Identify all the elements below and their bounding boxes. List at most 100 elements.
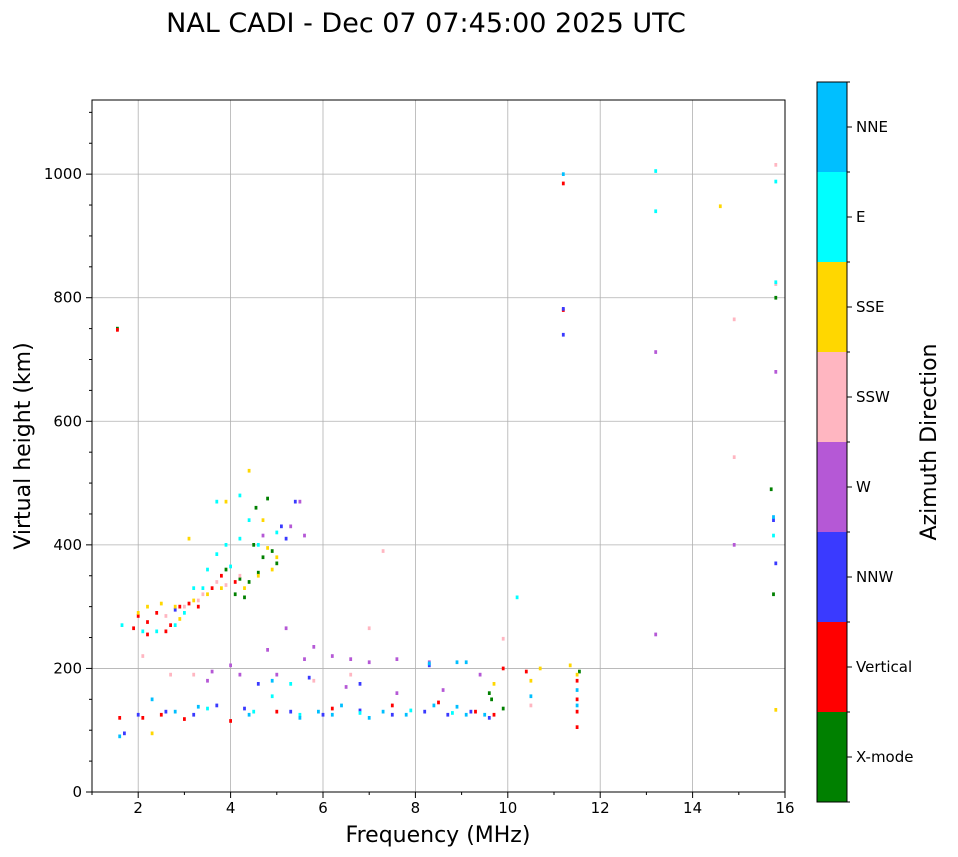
data-point-sse	[192, 598, 196, 603]
data-point-vertical	[132, 626, 135, 631]
data-point-e	[173, 623, 177, 627]
data-point-ssw	[238, 573, 242, 578]
data-point-ssw	[183, 604, 186, 609]
data-point-w	[441, 688, 445, 692]
data-point-sse	[266, 546, 269, 550]
data-point-nne	[367, 716, 371, 720]
data-point-nne	[298, 716, 302, 720]
data-point-vertical	[575, 678, 579, 683]
data-point-w	[312, 645, 316, 649]
data-point-w	[732, 543, 736, 547]
data-point-nnw	[280, 524, 283, 529]
colorbar-tick-label: X-mode	[856, 748, 913, 766]
data-point-sse	[575, 672, 579, 677]
x-tick-label: 10	[498, 799, 517, 817]
data-point-vertical	[178, 604, 182, 609]
data-point-nne	[432, 703, 436, 708]
data-point-vertical	[146, 620, 149, 624]
colorbar-tick-label: Vertical	[856, 658, 912, 676]
data-point-e	[206, 706, 209, 711]
x-tick-label: 2	[133, 799, 143, 817]
data-point-nnw	[192, 712, 196, 717]
data-point-x-mode	[243, 595, 246, 600]
data-point-e	[252, 709, 256, 714]
data-point-nne	[381, 709, 385, 714]
data-point-sse	[146, 604, 149, 609]
data-point-e	[515, 595, 519, 600]
colorbar-tick-label: NNW	[856, 568, 893, 586]
data-point-vertical	[229, 719, 232, 723]
data-point-x-mode	[769, 487, 773, 492]
data-point-w	[284, 626, 288, 631]
data-point-nnw	[173, 607, 177, 612]
data-point-nne	[464, 660, 468, 665]
data-point-ssw	[732, 455, 736, 459]
data-point-nne	[173, 709, 177, 714]
data-point-nne	[118, 734, 122, 739]
data-point-nnw	[390, 712, 394, 717]
colorbar-tick-label: SSW	[856, 388, 890, 406]
data-point-sse	[220, 586, 223, 590]
data-point-nne	[464, 712, 468, 717]
data-point-x-mode	[487, 691, 491, 695]
data-point-e	[201, 586, 205, 590]
data-point-nnw	[136, 712, 140, 717]
plot-frame	[91, 99, 786, 793]
data-point-vertical	[575, 709, 579, 714]
data-point-ssw	[381, 549, 385, 553]
data-point-e	[120, 623, 124, 627]
data-point-e	[654, 209, 658, 214]
x-tick-label: 12	[591, 799, 610, 817]
data-point-vertical	[146, 632, 149, 637]
data-point-w	[478, 672, 482, 677]
data-point-x-mode	[252, 543, 256, 547]
data-point-x-mode	[275, 561, 279, 566]
colorbar-segment-w	[817, 442, 847, 532]
colorbar-segment-ssw	[817, 352, 847, 442]
x-tick-label: 8	[411, 799, 421, 817]
data-point-vertical	[233, 580, 237, 584]
data-point-vertical	[116, 328, 119, 332]
data-point-vertical	[575, 725, 579, 729]
data-point-e	[409, 708, 413, 713]
data-point-nne	[404, 712, 408, 717]
data-point-vertical	[210, 586, 214, 590]
data-point-nnw	[427, 663, 431, 668]
data-point-nne	[330, 712, 334, 717]
colorbar-segment-nne	[817, 82, 847, 172]
data-point-w	[210, 669, 214, 674]
data-point-sse	[206, 592, 209, 597]
data-point-vertical	[524, 669, 528, 674]
data-point-vertical	[474, 709, 477, 714]
data-point-e	[229, 564, 232, 569]
data-point-sse	[159, 601, 163, 606]
data-point-nne	[340, 703, 343, 708]
data-point-x-mode	[247, 580, 251, 584]
data-point-x-mode	[270, 549, 274, 553]
data-point-sse	[529, 678, 533, 683]
colorbar-segment-e	[817, 172, 847, 262]
data-point-sse	[136, 611, 140, 615]
data-point-x-mode	[233, 592, 237, 597]
data-point-vertical	[159, 712, 163, 717]
data-point-sse	[261, 518, 265, 522]
data-point-nnw	[487, 716, 491, 720]
data-point-w	[266, 648, 269, 652]
data-point-nnw	[256, 682, 260, 686]
data-points	[116, 163, 778, 739]
data-point-x-mode	[578, 669, 581, 674]
data-point-ssw	[196, 598, 200, 603]
x-axis-label: Frequency (MHz)	[346, 823, 531, 848]
data-point-e	[772, 533, 775, 538]
data-point-sse	[275, 555, 279, 560]
data-point-w	[344, 685, 348, 689]
y-axis-label: Virtual height (km)	[11, 342, 36, 549]
data-point-e	[215, 499, 219, 504]
data-point-sse	[256, 573, 260, 578]
data-point-vertical	[136, 614, 140, 618]
data-point-nne	[575, 688, 579, 692]
data-point-nne	[575, 703, 579, 708]
data-point-x-mode	[266, 496, 269, 501]
chart-title: NAL CADI - Dec 07 07:45:00 2025 UTC	[166, 8, 686, 39]
